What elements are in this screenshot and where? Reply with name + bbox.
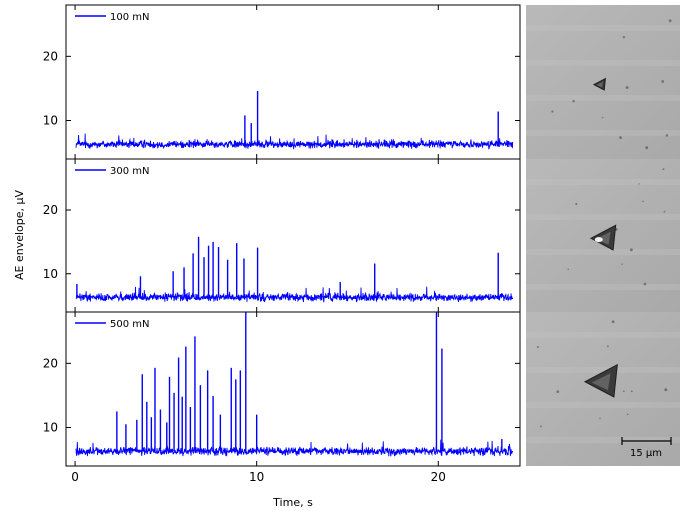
- micrograph-band: [526, 179, 680, 185]
- micrograph-speck: [661, 80, 665, 83]
- plot-frame-1: [65, 4, 521, 160]
- micrograph-3: [526, 312, 680, 466]
- y-tick-label: 20: [43, 203, 58, 217]
- micrograph-speck: [625, 86, 629, 89]
- micrograph-speck: [645, 146, 649, 150]
- panel-1: 10 20 100 mN: [43, 4, 521, 160]
- legend-label: 100 mN: [110, 12, 150, 23]
- legend-3: 500 mN: [75, 319, 150, 330]
- micrograph-band: [526, 60, 680, 66]
- micrograph-band: [526, 130, 680, 136]
- micrograph-speck: [551, 110, 554, 113]
- series-line-3: [75, 439, 514, 457]
- micrograph-strip: 15 µm: [526, 5, 680, 466]
- y-axis-title: AE envelope, µV: [13, 190, 26, 281]
- legend-label: 300 mN: [110, 166, 150, 177]
- micrograph-speck: [626, 413, 629, 416]
- micrograph-band: [526, 284, 680, 290]
- micrograph-speck: [599, 417, 601, 420]
- micrograph-band: [526, 25, 680, 31]
- panel-2: 10 20 300 mN: [43, 158, 521, 313]
- micrograph-1: [526, 5, 680, 159]
- micrograph-speck: [665, 134, 669, 137]
- micrograph-speck: [622, 35, 626, 39]
- panel-3: 10 20 500 mN: [43, 311, 521, 467]
- micrograph-band: [526, 332, 680, 338]
- indent-facet: [596, 81, 603, 88]
- micrograph-speck: [664, 388, 668, 392]
- indent-highlight: [594, 237, 603, 243]
- micrograph-speck: [630, 390, 633, 393]
- x-tick-label: 20: [431, 470, 446, 484]
- y-tick-label: 20: [43, 49, 58, 63]
- legend-label: 500 mN: [110, 319, 150, 330]
- micrograph-speck: [607, 345, 609, 348]
- micrograph-speck: [623, 390, 625, 393]
- micrograph-speck: [663, 210, 666, 213]
- x-tick-label: 0: [71, 470, 79, 484]
- plot-frame-2: [65, 158, 521, 313]
- micrograph-speck: [572, 99, 575, 103]
- micrograph-speck: [611, 320, 615, 324]
- y-tick-label: 10: [43, 114, 58, 128]
- series-line-2: [75, 286, 514, 303]
- micrograph-speck: [662, 168, 665, 171]
- legend-1: 100 mN: [75, 12, 150, 23]
- x-tick-label: 10: [249, 470, 264, 484]
- micrograph-speck: [638, 183, 640, 185]
- micrograph-speck: [602, 116, 604, 119]
- plot-frame-3: [65, 311, 521, 467]
- y-tick-label: 10: [43, 267, 58, 281]
- micrograph-speck: [642, 200, 644, 203]
- micrograph-speck: [556, 390, 560, 393]
- micrograph-speck: [629, 248, 633, 252]
- chart-panels: 10 20 100 mN 10 20 300 mN 10 20 500 mN: [43, 4, 521, 467]
- micrograph-band: [526, 402, 680, 408]
- micrograph-speck: [536, 346, 539, 348]
- y-tick-label: 20: [43, 356, 58, 370]
- micrograph-band: [526, 214, 680, 220]
- micrograph-2: [526, 159, 680, 312]
- micrograph-speck: [621, 263, 623, 265]
- micrograph-band: [526, 95, 680, 101]
- legend-2: 300 mN: [75, 166, 150, 177]
- micrograph-band: [526, 249, 680, 255]
- micrograph-speck: [540, 425, 542, 428]
- scale-bar-label: 15 µm: [630, 448, 662, 459]
- micrograph-band: [526, 367, 680, 373]
- indent-facet: [596, 231, 611, 245]
- micrograph-speck: [575, 203, 578, 206]
- micrograph-speck: [619, 136, 622, 139]
- micrograph-speck: [668, 19, 672, 23]
- x-axis-title: Time, s: [272, 496, 313, 509]
- micrograph-speck: [643, 282, 647, 286]
- indent-facet: [591, 373, 611, 391]
- micrograph-band: [526, 437, 680, 443]
- series-line-1: [75, 133, 514, 150]
- y-tick-label: 10: [43, 421, 58, 435]
- micrograph-speck: [567, 268, 569, 270]
- axes-labels: 0 10 20 Time, s AE envelope, µV: [13, 190, 446, 509]
- scale-bar: 15 µm: [621, 437, 672, 459]
